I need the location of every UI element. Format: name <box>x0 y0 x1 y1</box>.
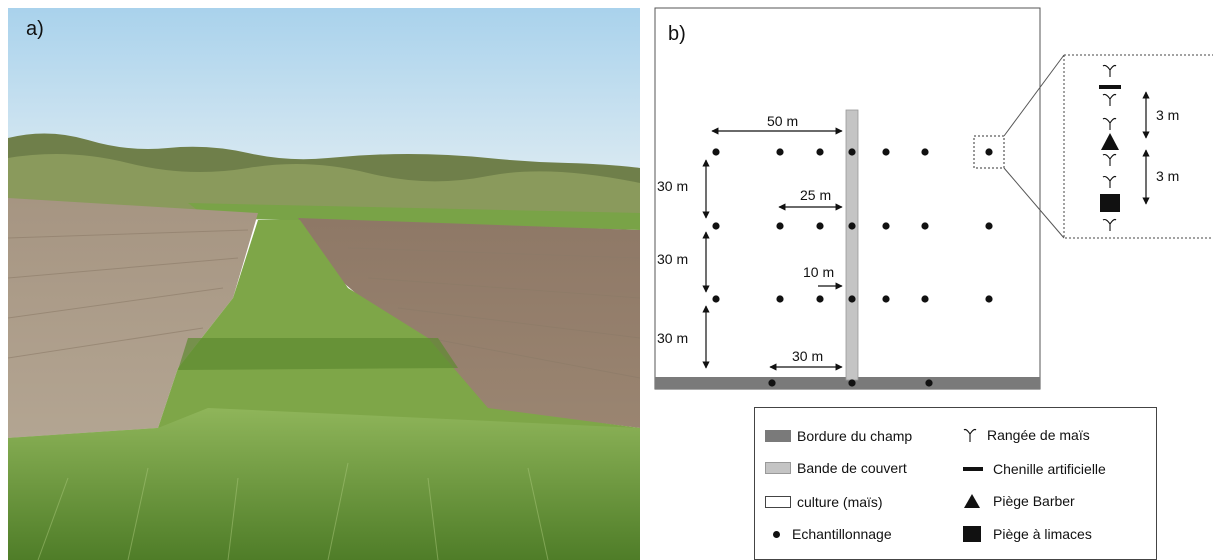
sampling-point <box>848 148 856 156</box>
maize-row-icon <box>1102 117 1117 130</box>
maize-row-icon <box>1102 175 1117 188</box>
legend: Bordure du champ Bande de couvert cultur… <box>754 407 1157 560</box>
legend-label-maize-row: Rangée de maïs <box>987 427 1090 443</box>
label-10m: 10 m <box>803 264 834 280</box>
legend-label-barber: Piège Barber <box>993 493 1075 509</box>
legend-item-barber: Piège Barber <box>963 493 1075 509</box>
legend-item-slug: Piège à limaces <box>963 526 1092 542</box>
sampling-point <box>925 379 933 387</box>
sampling-points <box>712 148 993 387</box>
sampling-point <box>712 295 720 303</box>
zoom-connector <box>1003 167 1065 239</box>
legend-label-border: Bordure du champ <box>797 428 913 444</box>
label-30m-left-2: 30 m <box>657 251 688 267</box>
label-30m-bottom: 30 m <box>792 348 823 364</box>
legend-label-caterpillar: Chenille artificielle <box>993 461 1106 477</box>
sampling-point <box>882 222 890 230</box>
sampling-point <box>776 222 784 230</box>
field-photo <box>8 8 640 560</box>
sampling-point <box>921 148 929 156</box>
legend-label-strip: Bande de couvert <box>797 460 907 476</box>
caterpillar-icon <box>963 467 983 471</box>
legend-label-crop: culture (maïs) <box>797 494 883 510</box>
label-30m-left-3: 30 m <box>657 330 688 346</box>
maize-row-icon <box>1102 153 1117 166</box>
sampling-point <box>882 148 890 156</box>
sampling-point <box>816 148 824 156</box>
sampling-point <box>882 295 890 303</box>
sampling-point <box>816 222 824 230</box>
zoom-panel <box>1063 54 1213 239</box>
maize-row-icon <box>1102 93 1117 106</box>
sampling-point <box>848 222 856 230</box>
label-50m: 50 m <box>767 113 798 129</box>
sampling-point <box>816 295 824 303</box>
field-border-band <box>655 377 1040 389</box>
legend-item-border: Bordure du champ <box>765 428 912 444</box>
legend-item-crop: culture (maïs) <box>765 494 883 510</box>
label-3m-bottom: 3 m <box>1156 168 1179 184</box>
label-25m: 25 m <box>800 187 831 203</box>
sampling-point <box>712 148 720 156</box>
legend-label-slug: Piège à limaces <box>993 526 1092 542</box>
slug-trap-icon <box>1100 194 1120 212</box>
legend-item-maize-row: Rangée de maïs <box>963 427 1090 443</box>
border-swatch <box>765 430 791 442</box>
label-3m-top: 3 m <box>1156 107 1179 123</box>
sampling-point <box>985 222 993 230</box>
maize-row-icon <box>1102 64 1117 77</box>
artificial-caterpillar-icon <box>1099 85 1121 89</box>
legend-item-sampling: Echantillonnage <box>773 526 892 542</box>
sampling-point <box>921 295 929 303</box>
sampling-point <box>768 379 776 387</box>
legend-label-sampling: Echantillonnage <box>792 526 892 542</box>
panel-b-label: b) <box>668 23 686 45</box>
barber-trap-icon <box>1101 133 1119 150</box>
sampling-point <box>776 148 784 156</box>
sampling-point <box>921 222 929 230</box>
maize-row-icon <box>963 428 977 442</box>
legend-item-strip: Bande de couvert <box>765 460 907 476</box>
crop-swatch <box>765 496 791 508</box>
sampling-point <box>985 148 993 156</box>
legend-item-caterpillar: Chenille artificielle <box>963 461 1106 477</box>
sampling-dot-icon <box>773 530 780 538</box>
sampling-point <box>776 295 784 303</box>
strip-swatch <box>765 462 791 474</box>
zoom-connector <box>1003 54 1065 137</box>
label-30m-left-1: 30 m <box>657 178 688 194</box>
sampling-point <box>712 222 720 230</box>
slug-trap-icon <box>963 526 981 542</box>
sampling-point <box>985 295 993 303</box>
maize-row-icon <box>1102 218 1117 231</box>
sampling-point <box>848 295 856 303</box>
panel-a-label: a) <box>26 18 44 40</box>
zoom-selection-box <box>973 135 1005 169</box>
barber-trap-icon <box>964 494 980 508</box>
sampling-point <box>848 379 856 387</box>
